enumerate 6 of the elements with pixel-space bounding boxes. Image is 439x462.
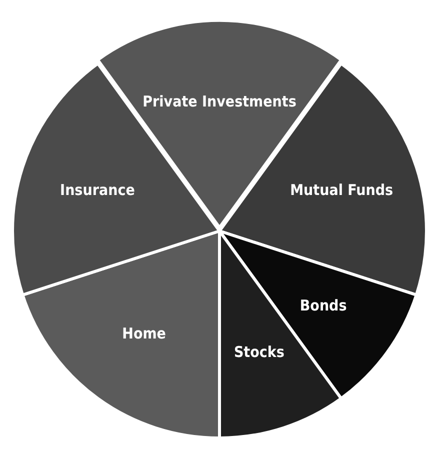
slice-label: Bonds: [300, 296, 347, 314]
slice-label: Stocks: [234, 342, 284, 361]
slice-label: Home: [122, 324, 166, 343]
slice-label: Private Investments: [142, 92, 296, 111]
slice-label: Mutual Funds: [290, 181, 394, 200]
slice-label: Insurance: [60, 181, 135, 200]
